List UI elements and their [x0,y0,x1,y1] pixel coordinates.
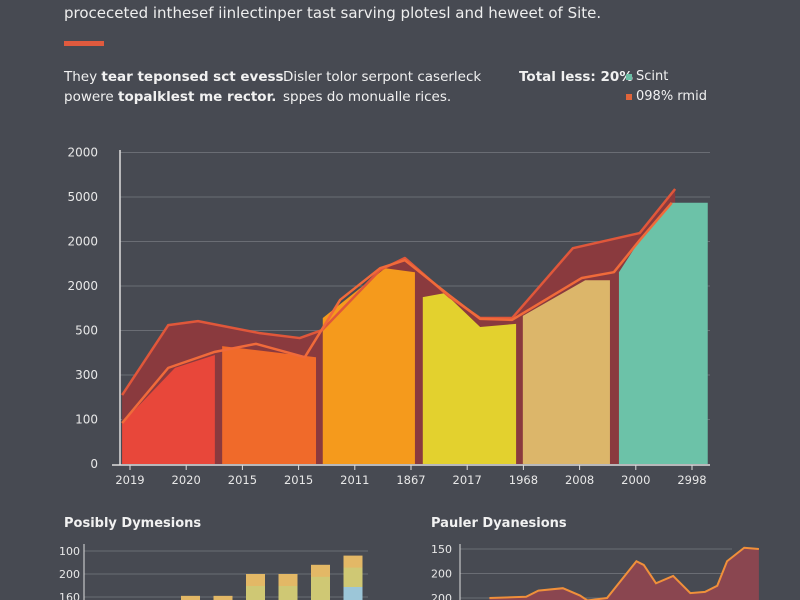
col1-line1-plain: They [64,69,102,85]
area-band-3 [422,293,517,464]
bar-3-lower [278,586,298,600]
total-label: Total less: 20% [519,69,633,85]
y-tick-label: 5000 [67,190,98,204]
x-tick-label: 2998 [677,473,706,487]
area-band-1 [222,346,317,464]
legend-item-0: Scint [626,67,707,87]
area-band-4 [522,280,610,464]
x-tick-label: 2011 [340,473,369,487]
legend-label-0: Scint [636,69,669,84]
y-tick-label: 100 [59,545,80,558]
area-band-2 [322,268,415,464]
col1-line2-bold: topalklest me rector. [118,89,277,105]
description-column-1: They tear teponsed sct evess powere topa… [64,67,284,107]
y-tick-label: 0 [90,457,98,471]
y-tick-label: 2000 [67,146,98,160]
y-tick-label: 150 [431,543,452,556]
x-tick-label: 2015 [284,473,313,487]
y-tick-label: 2000 [67,235,98,249]
x-tick-label: 1867 [396,473,425,487]
bar-1 [213,595,233,600]
series-line-1 [121,201,673,424]
col2-line1: Disler tolor serpont caserleck [283,69,482,85]
x-tick-label: 2008 [565,473,594,487]
x-tick-label: 2015 [228,473,257,487]
bar-0 [181,595,200,600]
accent-rule [64,41,104,46]
area-band-0 [122,354,215,464]
col2-line2: sppes do monualle rices. [283,89,452,105]
col1-line2-plain: powere [64,89,119,105]
bottom-right-title: Pauler Dyanesions [431,516,567,531]
y-tick-label: 200 [59,568,80,581]
area-band-5 [618,202,708,464]
x-tick-label: 2000 [621,473,650,487]
legend-item-1: 098% rmid [626,87,707,107]
y-tick-label: 500 [75,324,98,338]
x-tick-label: 1968 [509,473,538,487]
area-fill [489,547,759,600]
bar-4-lower [311,576,330,600]
x-tick-label: 2017 [453,473,482,487]
y-tick-label: 200 [431,592,452,600]
y-tick-label: 200 [431,568,452,581]
y-tick-label: 160 [59,591,80,600]
legend-swatch-1 [626,93,632,100]
x-tick-label: 2020 [172,473,201,487]
legend: Scint 098% rmid [626,67,707,107]
bar-2-lower [246,586,265,600]
col1-line1-bold: tear teponsed sct evess [101,69,284,85]
legend-swatch-0 [626,73,632,80]
y-tick-label: 300 [75,368,98,382]
bar-5-base [343,587,363,600]
description-column-2: Disler tolor serpont caserleck sppes do … [283,67,481,107]
y-tick-label: 100 [75,413,98,427]
legend-label-1: 098% rmid [636,89,707,104]
y-tick-label: 2000 [67,279,98,293]
area-line [489,546,759,600]
x-tick-label: 2019 [115,473,144,487]
bottom-left-title: Posibly Dymesions [64,516,202,531]
intro-text: proceceted inthesef iinlectinper tast sa… [64,4,602,22]
